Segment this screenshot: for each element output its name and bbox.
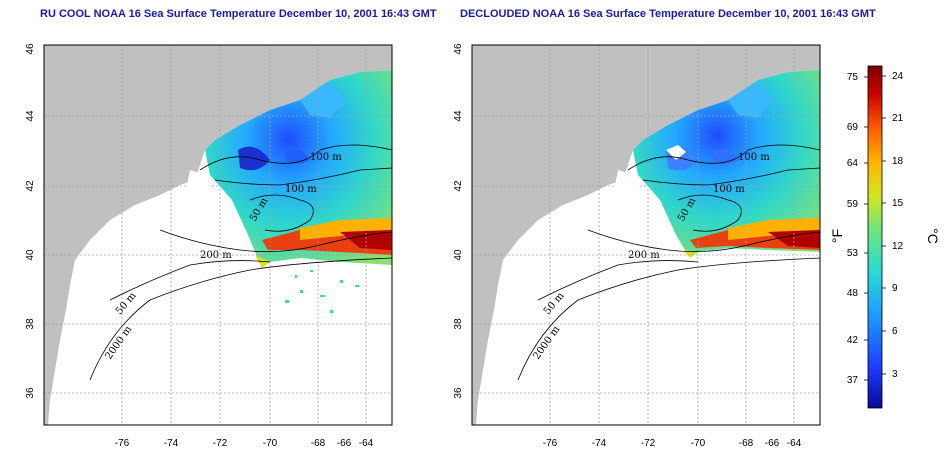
fahrenheit-label: °F <box>829 229 845 243</box>
c-tick-label: 3 <box>892 369 898 380</box>
y-tick-label: 42 <box>453 180 464 192</box>
x-tick-label: -72 <box>213 438 228 449</box>
c-tick-label: 9 <box>892 283 898 294</box>
contour-label: 100 m <box>285 184 317 195</box>
y-tick-label: 36 <box>453 387 464 399</box>
y-tick-label: 40 <box>25 249 36 261</box>
c-tick-label: 18 <box>892 156 904 167</box>
y-tick-label: 40 <box>453 249 464 261</box>
y-axis: 46 44 42 40 38 36 <box>25 43 36 399</box>
x-tick-label: -76 <box>543 438 558 449</box>
colorbar: 75 69 64 59 53 48 42 37 24 21 18 15 12 9… <box>829 65 941 409</box>
panel-title-declouded: DECLOUDED NOAA 16 Sea Surface Temperatur… <box>460 8 876 20</box>
c-tick-label: 21 <box>892 113 904 124</box>
contour-label: 100 m <box>310 152 342 163</box>
f-tick-label: 64 <box>847 158 859 169</box>
map-panel-declouded: 100 m 100 m 50 m 200 m 50 m 2000 m -76 -… <box>453 43 821 449</box>
y-tick-label: 46 <box>25 43 36 55</box>
c-tick-label: 24 <box>892 71 904 82</box>
contour-label: 100 m <box>738 152 770 163</box>
c-tick-label: 6 <box>892 326 898 337</box>
f-tick-label: 69 <box>847 122 859 133</box>
panel-title-raw: RU COOL NOAA 16 Sea Surface Temperature … <box>40 8 437 20</box>
x-tick-label: -70 <box>263 438 278 449</box>
x-axis: -76 -74 -72 -70 -68 -66 -64 <box>115 438 374 449</box>
land-mass <box>472 45 820 425</box>
map-panel-raw: 100 m 100 m 50 m 200 m 50 m 2000 m -76 -… <box>25 43 393 449</box>
y-tick-label: 38 <box>453 318 464 330</box>
y-tick-label: 44 <box>25 110 36 122</box>
sst-field <box>633 70 820 258</box>
y-tick-label: 38 <box>25 318 36 330</box>
x-tick-label: -64 <box>359 438 374 449</box>
contour-label: 100 m <box>713 184 745 195</box>
x-tick-label: -66 <box>337 438 352 449</box>
sst-field <box>205 70 392 268</box>
x-tick-label: -74 <box>592 438 607 449</box>
f-tick-label: 59 <box>847 199 859 210</box>
colorbar-gradient <box>867 65 883 409</box>
y-tick-label: 36 <box>25 387 36 399</box>
y-axis: 46 44 42 40 38 36 <box>453 43 464 399</box>
x-tick-label: -68 <box>311 438 326 449</box>
y-tick-label: 42 <box>25 180 36 192</box>
c-tick-label: 15 <box>892 198 904 209</box>
f-tick-label: 42 <box>847 335 859 346</box>
x-tick-label: -76 <box>115 438 130 449</box>
f-tick-label: 75 <box>847 72 859 83</box>
x-tick-label: -74 <box>164 438 179 449</box>
celsius-label: °C <box>925 228 941 244</box>
f-tick-label: 53 <box>847 248 859 259</box>
c-tick-label: 12 <box>892 241 904 252</box>
x-tick-label: -70 <box>691 438 706 449</box>
contour-label: 200 m <box>200 250 232 261</box>
y-tick-label: 46 <box>453 43 464 55</box>
f-tick-label: 48 <box>847 288 859 299</box>
x-tick-label: -64 <box>787 438 802 449</box>
x-axis: -76 -74 -72 -70 -68 -66 -64 <box>543 438 802 449</box>
f-tick-label: 37 <box>847 375 859 386</box>
y-tick-label: 44 <box>453 110 464 122</box>
x-tick-label: -66 <box>765 438 780 449</box>
x-tick-label: -68 <box>739 438 754 449</box>
x-tick-label: -72 <box>641 438 656 449</box>
contour-label: 200 m <box>628 250 660 261</box>
land-mass <box>44 45 392 425</box>
